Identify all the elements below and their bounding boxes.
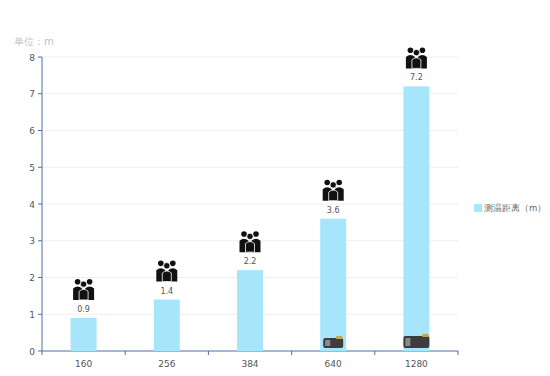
y-tick-label: 1 xyxy=(29,310,35,320)
chart-svg: 单位：m 0 1 2 3 4 5 6 7 8 160 256 384 640 1280 0.9 1.4 2.2 3.… xyxy=(0,0,550,376)
data-label: 0.9 xyxy=(77,305,90,314)
y-tick xyxy=(38,277,42,278)
person-head xyxy=(80,281,86,287)
camera-icon xyxy=(403,334,429,348)
people-icon xyxy=(406,47,427,68)
camera-body xyxy=(323,338,343,348)
person-head xyxy=(170,261,176,267)
person-head xyxy=(247,233,253,239)
grid-line xyxy=(42,167,458,168)
x-tick-label: 640 xyxy=(325,359,342,369)
y-tick-label: 0 xyxy=(29,347,35,357)
person-body xyxy=(162,271,171,282)
y-tick xyxy=(38,130,42,131)
bar xyxy=(237,270,263,351)
chart-container: 单位：m 0 1 2 3 4 5 6 7 8 160 256 384 640 1280 0.9 1.4 2.2 3.… xyxy=(0,0,550,376)
people-icon xyxy=(323,180,344,201)
person-head xyxy=(164,263,170,269)
data-label: 1.4 xyxy=(160,287,173,296)
y-tick xyxy=(38,167,42,168)
y-tick xyxy=(38,351,42,352)
y-tick xyxy=(38,93,42,94)
bar xyxy=(403,86,429,351)
camera-lens xyxy=(325,340,330,346)
y-tick xyxy=(38,57,42,58)
person-head xyxy=(408,47,414,53)
y-tick xyxy=(38,314,42,315)
x-tick xyxy=(125,351,126,355)
bar xyxy=(71,318,97,351)
person-head xyxy=(253,231,259,237)
grid-line xyxy=(42,57,458,58)
person-head xyxy=(75,279,81,285)
x-tick-label: 160 xyxy=(75,359,92,369)
person-head xyxy=(336,180,342,186)
person-body xyxy=(246,242,255,253)
data-label: 7.2 xyxy=(410,73,423,82)
camera-lens xyxy=(405,338,410,346)
people-icon xyxy=(73,279,94,300)
grid-line xyxy=(42,204,458,205)
x-tick xyxy=(458,351,459,355)
grid-line xyxy=(42,93,458,94)
y-tick-label: 5 xyxy=(29,163,35,173)
data-label: 3.6 xyxy=(327,206,340,215)
grid-line xyxy=(42,240,458,241)
x-tick xyxy=(208,351,209,355)
person-head xyxy=(330,182,336,188)
camera-icon xyxy=(323,336,343,348)
person-head xyxy=(413,49,419,55)
people-icon xyxy=(156,261,177,282)
y-tick xyxy=(38,204,42,205)
y-axis-line xyxy=(42,57,43,351)
person-body xyxy=(412,58,421,69)
y-axis-label: 单位：m xyxy=(14,36,54,47)
x-tick xyxy=(374,351,375,355)
x-tick xyxy=(291,351,292,355)
y-tick xyxy=(38,240,42,241)
x-tick-label: 384 xyxy=(241,359,258,369)
x-tick xyxy=(42,351,43,355)
legend-label: 测温距离（m） xyxy=(484,203,546,213)
grid-line xyxy=(42,130,458,131)
person-head xyxy=(158,261,164,267)
y-tick-label: 3 xyxy=(29,236,35,246)
camera-top xyxy=(336,336,342,339)
x-tick-label: 1280 xyxy=(405,359,428,369)
camera-body xyxy=(403,336,429,348)
bars xyxy=(71,86,430,351)
person-head xyxy=(324,180,330,186)
people-icon xyxy=(240,231,261,252)
person-head xyxy=(87,279,93,285)
legend-swatch xyxy=(474,204,482,212)
y-tick-label: 7 xyxy=(29,89,35,99)
y-tick-label: 6 xyxy=(29,126,35,136)
x-tick-label: 256 xyxy=(158,359,175,369)
person-body xyxy=(329,190,338,201)
y-tick-label: 8 xyxy=(29,53,35,63)
camera-top xyxy=(422,334,428,337)
person-body xyxy=(79,289,88,300)
data-label: 2.2 xyxy=(244,257,257,266)
person-head xyxy=(420,47,426,53)
y-tick-label: 2 xyxy=(29,273,35,283)
bar xyxy=(320,219,346,351)
y-tick-label: 4 xyxy=(29,200,35,210)
person-head xyxy=(241,231,247,237)
bar xyxy=(154,300,180,351)
